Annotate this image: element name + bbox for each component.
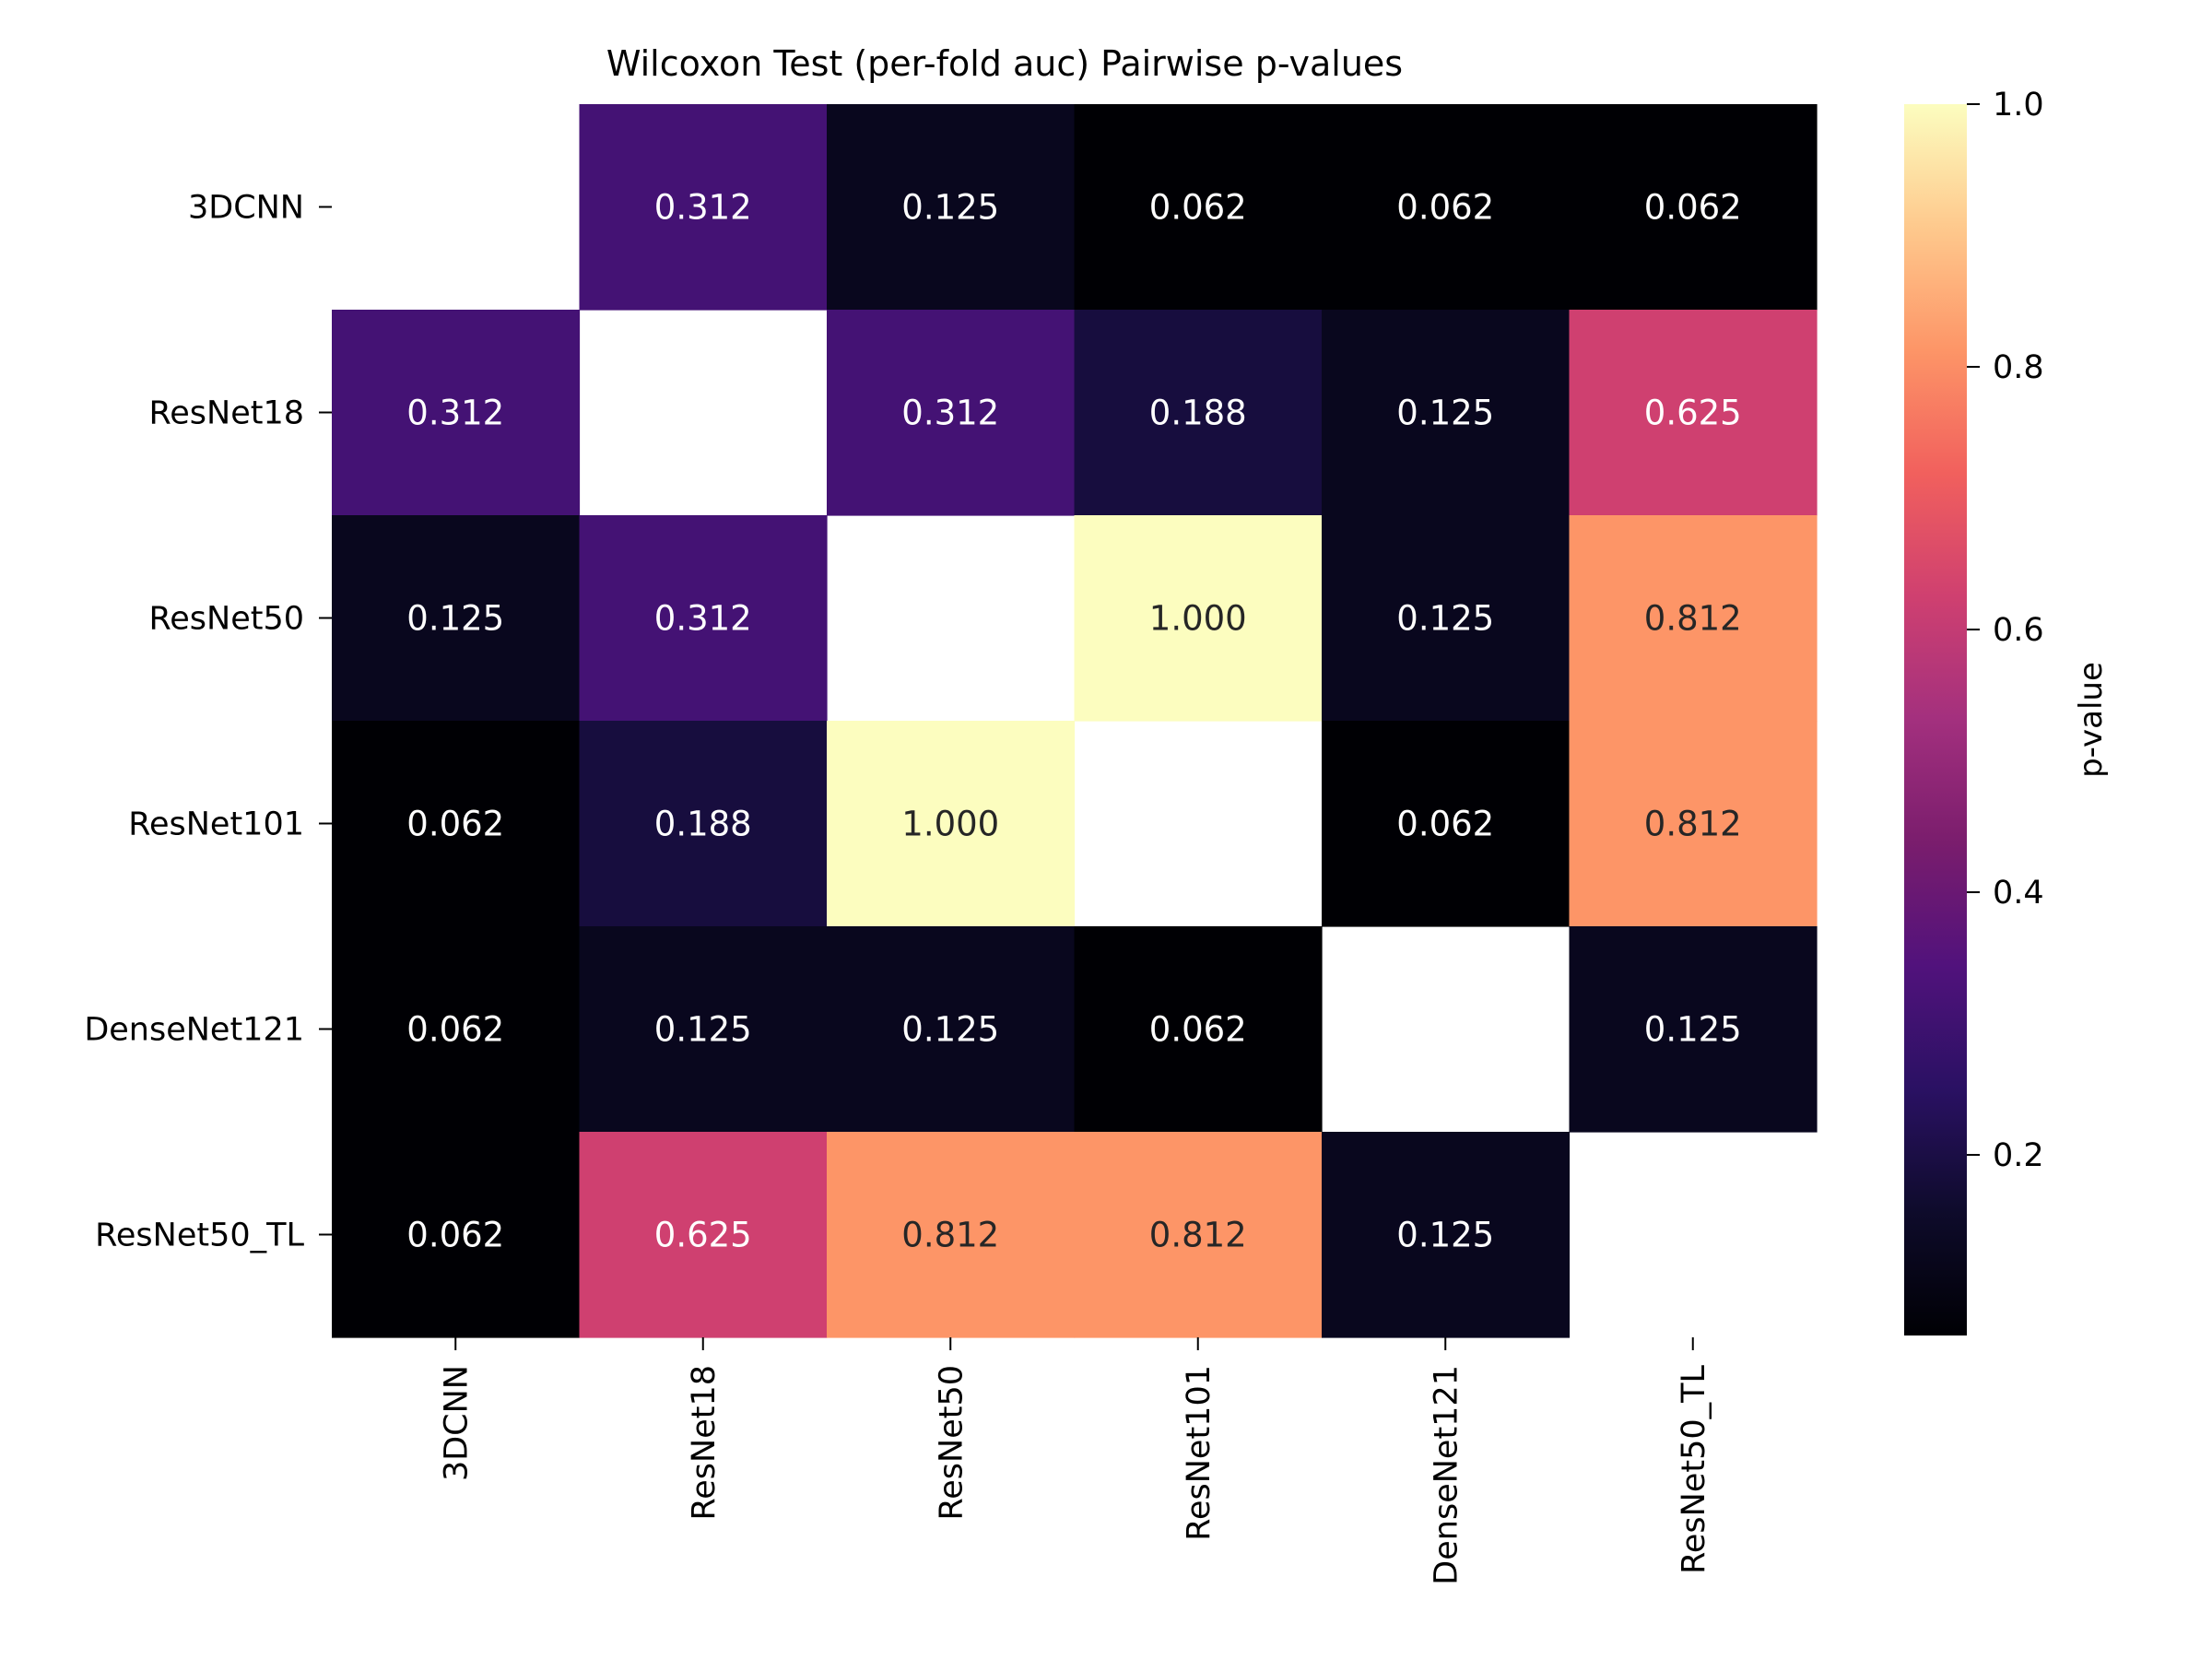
heatmap-cell-densenet121-resnet50-tl (1569, 926, 1818, 1133)
cell-value-label: 0.812 (1149, 1216, 1247, 1255)
heatmap-cell-resnet50-tl-resnet50 (827, 1132, 1076, 1338)
heatmap-cell-densenet121-resnet101 (1074, 926, 1323, 1133)
colorbar-tick-label: 1.0 (1993, 87, 2044, 124)
y-tick-label: ResNet101 (128, 806, 304, 843)
cell-value-label: 0.062 (406, 1010, 504, 1050)
cell-value-label: 0.125 (901, 188, 999, 228)
heatmap-cell-3dcnn-resnet18 (579, 104, 828, 311)
y-tick-label: ResNet50_TL (95, 1218, 304, 1254)
cell-value-label: 0.625 (1644, 394, 1742, 433)
cell-value-label: 0.312 (901, 394, 999, 433)
cell-value-label: 0.812 (901, 1216, 999, 1255)
cell-value-label: 1.000 (1149, 599, 1247, 639)
cell-value-label: 0.125 (1396, 599, 1494, 639)
cell-value-label: 0.312 (654, 599, 752, 639)
x-axis: 3DCNN ResNet18 ResNet50 ResNet101 DenseNet12… (438, 1337, 1712, 1585)
heatmap-cell-resnet50-tl-resnet18 (579, 1132, 828, 1338)
heatmap-cell-resnet50-resnet50-tl (1569, 515, 1818, 722)
cell-value-label: 0.062 (1149, 1010, 1247, 1050)
heatmap-cell-resnet101-resnet50 (827, 721, 1076, 927)
colorbar-ticks: 0.2 0.4 0.6 0.8 1.0 (1967, 87, 2044, 1174)
heatmap-cell-resnet101-densenet121 (1322, 721, 1571, 927)
cell-value-label: 0.312 (654, 188, 752, 228)
cell-value-label: 0.812 (1644, 805, 1742, 844)
cell-value-label: 0.125 (1396, 394, 1494, 433)
heatmap-cell-resnet50-densenet121 (1322, 515, 1571, 722)
y-axis: 3DCNN ResNet18 ResNet50 ResNet101 DenseNet12… (84, 190, 332, 1254)
heatmap-cell-resnet101-resnet18 (579, 721, 828, 927)
heatmap-cell-densenet121-3dcnn (332, 926, 581, 1133)
y-tick-label: ResNet18 (149, 395, 305, 432)
x-tick-label: DenseNet121 (1428, 1365, 1465, 1585)
heatmap-cell-3dcnn-densenet121 (1322, 104, 1571, 311)
heatmap-cell-resnet50-tl-3dcnn (332, 1132, 581, 1338)
x-tick-label: ResNet50 (933, 1365, 970, 1521)
cell-value-label: 0.062 (406, 805, 504, 844)
cell-value-label: 0.062 (1396, 805, 1494, 844)
colorbar-gradient (1904, 104, 1967, 1335)
cell-value-label: 0.625 (654, 1216, 752, 1255)
cell-value-label: 0.125 (1644, 1010, 1742, 1050)
cell-value-label: 0.125 (406, 599, 504, 639)
heatmap-cell-3dcnn-resnet50-tl (1569, 104, 1818, 311)
heatmap-cell-densenet121-resnet18 (579, 926, 828, 1133)
chart-title: Wilcoxon Test (per-fold auc) Pairwise p-… (606, 43, 1403, 84)
cell-value-label: 1.000 (901, 805, 999, 844)
heatmap-cell-resnet101-3dcnn (332, 721, 581, 927)
heatmap-cell-resnet101-resnet50-tl (1569, 721, 1818, 927)
heatmap-cell-resnet50-tl-densenet121 (1322, 1132, 1571, 1338)
heatmap-cell-resnet50-3dcnn (332, 515, 581, 722)
cell-value-label: 0.188 (1149, 394, 1247, 433)
heatmap-cell-densenet121-resnet50 (827, 926, 1076, 1133)
colorbar-label: p-value (2073, 662, 2110, 778)
heatmap-cell-3dcnn-resnet101 (1074, 104, 1323, 311)
colorbar-tick-label: 0.8 (1993, 349, 2044, 386)
heatmap-cell-resnet18-resnet50-tl (1569, 310, 1818, 516)
cell-value-label: 0.125 (1396, 1216, 1494, 1255)
heatmap-cells: 0.312 0.125 0.062 0.062 0.062 0.312 0.312 0.188… (332, 104, 1818, 1338)
x-tick-label: ResNet101 (1181, 1365, 1218, 1541)
heatmap-cell-resnet18-densenet121 (1322, 310, 1571, 516)
cell-value-label: 0.812 (1644, 599, 1742, 639)
cell-value-label: 0.125 (901, 1010, 999, 1050)
heatmap-cell-resnet50-resnet101 (1074, 515, 1323, 722)
cell-value-label: 0.062 (1149, 188, 1247, 228)
heatmap-cell-3dcnn-resnet50 (827, 104, 1076, 311)
cell-value-label: 0.062 (406, 1216, 504, 1255)
heatmap-cell-resnet18-3dcnn (332, 310, 581, 516)
x-tick-label: 3DCNN (438, 1365, 475, 1481)
colorbar: 0.2 0.4 0.6 0.8 1.0 p-value (1904, 87, 2110, 1335)
y-tick-label: 3DCNN (188, 190, 304, 227)
cell-value-label: 0.188 (654, 805, 752, 844)
colorbar-tick-label: 0.4 (1993, 875, 2044, 912)
x-tick-label: ResNet18 (686, 1365, 723, 1521)
colorbar-tick-label: 0.2 (1993, 1137, 2044, 1174)
cell-value-label: 0.312 (406, 394, 504, 433)
cell-value-label: 0.062 (1644, 188, 1742, 228)
colorbar-tick-label: 0.6 (1993, 612, 2044, 649)
heatmap-cell-resnet18-resnet50 (827, 310, 1076, 516)
heatmap-cell-resnet18-resnet101 (1074, 310, 1323, 516)
y-tick-label: ResNet50 (149, 601, 305, 638)
x-tick-label: ResNet50_TL (1676, 1365, 1712, 1574)
heatmap-cell-resnet50-tl-resnet101 (1074, 1132, 1323, 1338)
cell-value-label: 0.125 (654, 1010, 752, 1050)
cell-value-label: 0.062 (1396, 188, 1494, 228)
y-tick-label: DenseNet121 (84, 1012, 304, 1049)
heatmap-cell-resnet50-resnet18 (579, 515, 828, 722)
